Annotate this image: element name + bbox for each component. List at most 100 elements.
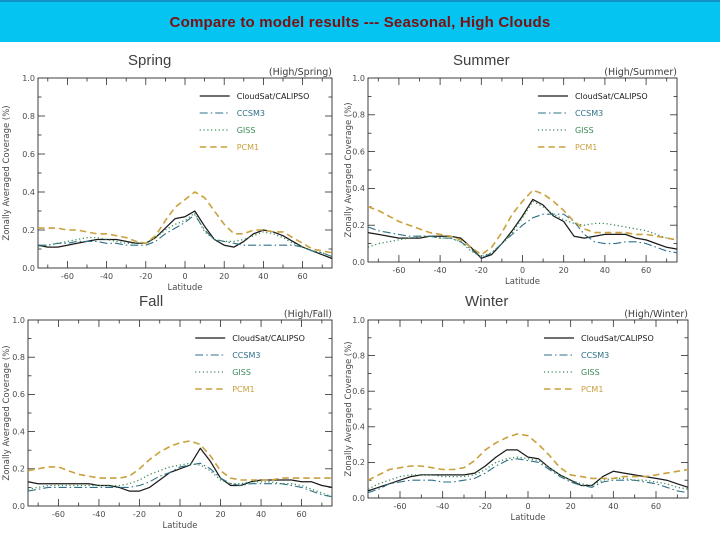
legend-label: GISS [232,368,251,377]
legend-label: CloudSat/CALIPSO [237,92,310,101]
summer-series-pcm1 [367,189,678,256]
season-label-fall: Fall [139,293,164,310]
spring-series-pcm1 [38,191,333,254]
x-tick-label: 40 [608,502,618,511]
y-axis-label: Zonally Averaged Coverage (%) [344,102,354,237]
y-tick-label: 1.0 [22,74,35,83]
legend-label: GISS [237,126,256,135]
fall-series-ccsm3 [27,462,333,498]
x-tick-label: 20 [215,510,225,519]
x-tick-label: -20 [133,510,146,519]
x-axis-label: Latitude [511,513,546,523]
summer-series-giss [367,200,678,258]
legend-label: CloudSat/CALIPSO [575,92,648,101]
legend-label: CloudSat/CALIPSO [232,334,305,343]
tick-labels: -60 -40 -20 0 20 40 60 0.0 0.2 0.4 0.6 0.8 1.0 [352,316,661,511]
x-tick-label: 0 [177,510,182,519]
tick-labels: -60 -40 -20 0 20 40 60 0.0 0.2 0.4 0.6 0.8 1.0 [352,74,651,275]
winter-series-cloudsat [367,449,689,492]
y-tick-label: 1.0 [352,316,365,325]
x-tick-label: 40 [258,272,268,281]
y-tick-label: 0.4 [352,184,365,193]
fall-series-pcm1 [27,440,332,481]
legend-label: PCM1 [237,143,259,152]
chart-title: (High/Fall) [284,309,332,320]
plot-frame [367,319,689,499]
x-tick-label: -20 [475,266,488,275]
legend: CloudSat/CALIPSO CCSM3 GISS PCM1 [199,92,310,152]
winter-series-giss [367,456,689,490]
spring-series-ccsm3 [38,214,333,258]
x-tick-label: 0 [525,502,530,511]
spring-chart: -60 -40 -20 0 20 40 60 0.0 0.2 0.4 0.6 0.8 1.0 Latitu… [2,67,333,293]
y-tick-label: 0.0 [352,494,365,503]
y-tick-label: 0.2 [352,221,365,230]
plot-frame [367,77,678,263]
season-label-spring: Spring [128,52,172,69]
x-tick-label: 60 [651,502,661,511]
slide-title: Compare to model results --- Seasonal, H… [169,13,551,31]
winter-series-pcm1 [367,433,689,481]
legend-label: GISS [575,126,594,135]
y-axis-label: Zonally Averaged Coverage (%) [2,105,12,240]
y-tick-label: 0.4 [352,423,365,432]
x-tick-label: 0 [520,266,525,275]
x-tick-label: -60 [52,510,65,519]
x-tick-label: -60 [393,502,406,511]
y-tick-label: 0.4 [22,188,35,197]
y-tick-label: 0.2 [352,458,365,467]
spring-series-giss [37,212,333,258]
fall-chart: -60 -40 -20 0 20 40 60 0.0 0.2 0.4 0.6 0.8 1.0 Latitu… [2,309,333,531]
tick-labels: -60 -40 -20 0 20 40 60 0.0 0.2 0.4 0.6 0.8 1.0 [12,316,306,519]
x-tick-label: 0 [182,272,187,281]
chart-title: (High/Winter) [624,309,688,320]
x-tick-label: -40 [100,272,113,281]
y-tick-label: 1.0 [352,74,365,83]
y-tick-label: 0.0 [22,264,35,273]
x-tick-label: -40 [436,502,449,511]
y-tick-label: 0.2 [22,226,35,235]
season-label-summer: Summer [453,52,510,69]
legend-label: CCSM3 [581,351,609,360]
x-tick-label: 40 [600,266,610,275]
fall-series-giss [27,462,333,498]
x-tick-label: -40 [434,266,447,275]
x-tick-label: 20 [559,266,569,275]
legend: CloudSat/CALIPSO CCSM3 GISS PCM1 [195,334,305,394]
x-tick-label: 60 [641,266,651,275]
legend-label: CCSM3 [575,109,603,118]
y-tick-label: 0.8 [352,111,365,120]
x-tick-label: 20 [219,272,229,281]
y-tick-label: 0.4 [12,427,25,436]
plot-frame [37,77,333,269]
x-tick-label: 60 [297,510,307,519]
legend: CloudSat/CALIPSO CCSM3 GISS PCM1 [544,334,654,394]
fall-series-cloudsat [27,447,333,492]
y-tick-label: 0.6 [22,150,35,159]
y-tick-label: 0.2 [12,465,25,474]
axis-ticks [38,78,332,268]
y-tick-label: 0.0 [12,502,25,511]
y-axis-label: Zonally Averaged Coverage (%) [344,341,354,476]
x-tick-label: -20 [479,502,492,511]
axis-ticks [368,320,688,498]
x-tick-label: 60 [298,272,308,281]
y-tick-label: 1.0 [12,316,25,325]
y-tick-label: 0.8 [12,353,25,362]
legend-label: GISS [581,368,600,377]
legend-label: PCM1 [581,385,603,394]
chart-title: (High/Spring) [269,67,332,78]
x-axis-label: Latitude [168,283,203,293]
y-tick-label: 0.6 [12,390,25,399]
x-tick-label: -40 [92,510,105,519]
legend-label: CCSM3 [237,109,265,118]
x-tick-label: 20 [566,502,576,511]
y-tick-label: 0.6 [352,147,365,156]
x-axis-label: Latitude [505,277,540,287]
legend-label: CloudSat/CALIPSO [581,334,654,343]
chart-title: (High/Summer) [604,67,677,78]
legend-label: PCM1 [232,385,254,394]
summer-chart: -60 -40 -20 0 20 40 60 0.0 0.2 0.4 0.6 0.8 1.0 Latitu… [344,67,678,287]
summer-series-ccsm3 [367,213,678,259]
y-tick-label: 0.0 [352,258,365,267]
